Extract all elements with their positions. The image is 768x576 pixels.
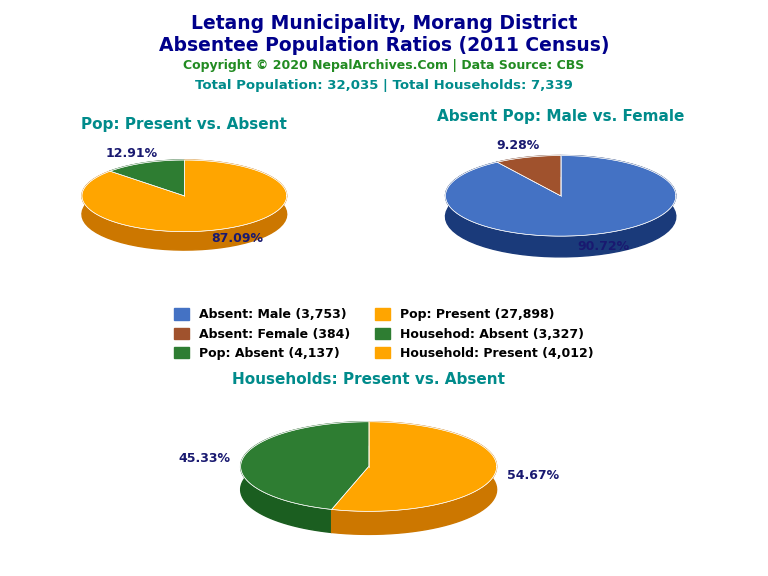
Text: Absentee Population Ratios (2011 Census): Absentee Population Ratios (2011 Census) — [159, 36, 609, 55]
Text: 9.28%: 9.28% — [496, 139, 539, 152]
Text: Copyright © 2020 NepalArchives.Com | Data Source: CBS: Copyright © 2020 NepalArchives.Com | Dat… — [184, 59, 584, 72]
Polygon shape — [110, 160, 184, 196]
Text: Total Population: 32,035 | Total Households: 7,339: Total Population: 32,035 | Total Househo… — [195, 79, 573, 93]
Text: 45.33%: 45.33% — [178, 452, 230, 465]
Polygon shape — [82, 160, 286, 250]
Polygon shape — [240, 422, 369, 532]
Title: Pop: Present vs. Absent: Pop: Present vs. Absent — [81, 117, 287, 132]
Polygon shape — [497, 156, 561, 183]
Polygon shape — [332, 422, 497, 535]
Text: 90.72%: 90.72% — [578, 240, 630, 252]
Polygon shape — [445, 156, 676, 236]
Text: 87.09%: 87.09% — [211, 232, 263, 245]
Polygon shape — [497, 156, 561, 196]
Polygon shape — [110, 160, 184, 190]
Title: Absent Pop: Male vs. Female: Absent Pop: Male vs. Female — [437, 109, 684, 124]
Text: Letang Municipality, Morang District: Letang Municipality, Morang District — [190, 14, 578, 33]
Legend: Absent: Male (3,753), Absent: Female (384), Pop: Absent (4,137), Pop: Present (2: Absent: Male (3,753), Absent: Female (38… — [171, 306, 597, 362]
Polygon shape — [445, 156, 676, 257]
Polygon shape — [332, 422, 497, 511]
Polygon shape — [82, 160, 286, 232]
Text: 54.67%: 54.67% — [507, 468, 559, 482]
Text: 12.91%: 12.91% — [106, 146, 158, 160]
Title: Households: Present vs. Absent: Households: Present vs. Absent — [232, 372, 505, 387]
Polygon shape — [240, 422, 369, 509]
